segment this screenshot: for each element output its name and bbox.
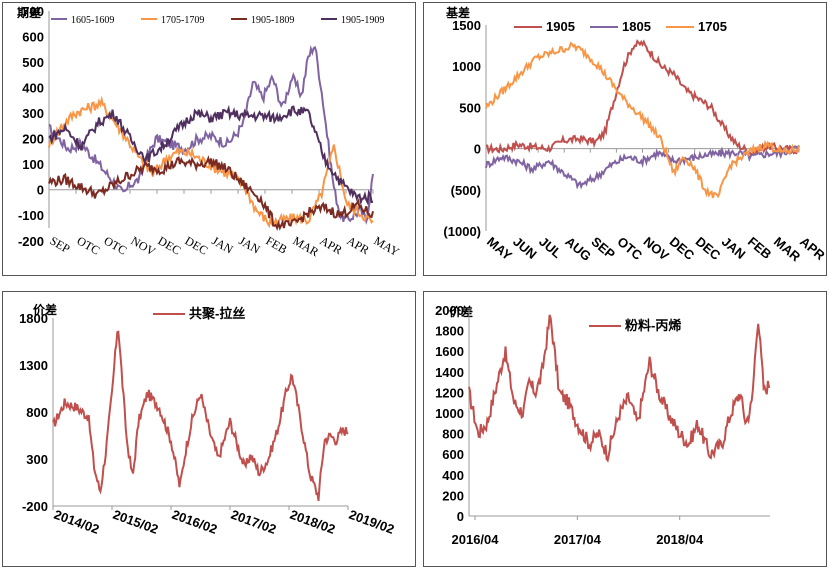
y-tick-label: 0: [457, 509, 464, 524]
y-tick-label: 600: [22, 30, 44, 45]
series-line-1905-1809: [48, 155, 374, 231]
chart-panel-powder-propylene-spread: 价差 2000 1800 1600 1400 1200 1000 800 600 400 200 0 2…: [423, 291, 827, 567]
series-line-1705-1709: [48, 95, 374, 229]
series-line-1905-1909: [48, 104, 374, 206]
y-tick-label: 400: [22, 81, 44, 96]
chart-title: 期差: [17, 5, 41, 20]
x-tick-label: APR: [318, 233, 345, 257]
x-tick-label: 2018/02: [288, 507, 337, 537]
x-tick-label: DEC: [156, 233, 184, 257]
x-tick-label: MAR: [291, 233, 322, 259]
y-tick-label: 1000: [452, 59, 481, 74]
y-tick-label: (1000): [443, 224, 481, 239]
x-tick-label: AUG: [562, 234, 594, 264]
y-tick-label: 700: [22, 4, 44, 19]
x-tick-label: NOV: [129, 233, 159, 258]
legend-label: 1805: [622, 19, 651, 34]
y-tick-label: 600: [442, 447, 464, 462]
x-tick-label: APR: [345, 233, 372, 257]
y-tick-label: 500: [22, 55, 44, 70]
y-tick-label: 300: [22, 106, 44, 121]
legend-label: 1705: [698, 19, 727, 34]
y-tick-label: 1200: [435, 385, 464, 400]
x-tick-label: OTC: [75, 233, 103, 257]
x-tick-label: DEC: [183, 233, 211, 257]
x-tick-label: OTC: [102, 233, 130, 257]
series-line-1605-1609: [48, 44, 374, 225]
legend-label: 1905-1809: [251, 15, 294, 26]
legend-label: 1705-1709: [161, 15, 204, 26]
y-tick-label: 1500: [452, 18, 481, 33]
x-tick-label: APR: [797, 234, 826, 264]
series-line-粉料-丙烯: [468, 314, 771, 463]
x-tick-label: DEC: [667, 234, 698, 264]
y-tick-label: 300: [26, 452, 48, 467]
y-tick-label: -200: [22, 499, 48, 514]
y-tick-label: 1800: [435, 324, 464, 339]
x-tick-label: NOV: [641, 234, 672, 264]
y-tick-label: 1000: [435, 406, 464, 421]
y-tick-label: 0: [474, 142, 481, 157]
y-tick-label: 100: [22, 157, 44, 172]
x-tick-label: 2018/04: [656, 532, 704, 547]
y-tick-label: 1300: [19, 358, 48, 373]
x-tick-label: JUL: [536, 234, 565, 261]
x-tick-label: 2014/02: [52, 507, 101, 537]
x-tick-label: FEB: [264, 233, 290, 256]
x-tick-label: JAN: [719, 234, 749, 262]
x-tick-label: SEP: [48, 233, 73, 256]
x-tick-label: JUN: [510, 234, 540, 262]
x-tick-label: 2017/04: [554, 532, 602, 547]
x-tick-label: 2015/02: [111, 507, 160, 537]
y-tick-label: (500): [451, 183, 481, 198]
y-tick-label: 2000: [435, 303, 464, 318]
chart-panel-period-spread: 期差 700 600 500 400 300 200 100 0 -100 -200 SEP OTC OT…: [2, 2, 416, 276]
chart-title: 价差: [449, 304, 473, 319]
y-tick-label: 200: [22, 132, 44, 147]
x-tick-label: 2016/04: [452, 532, 500, 547]
x-tick-label: FEB: [745, 234, 775, 262]
chart-title: 基差: [445, 5, 470, 20]
x-tick-label: MAY: [372, 233, 403, 259]
y-tick-label: 800: [442, 427, 464, 442]
legend-label: 共聚-拉丝: [189, 306, 245, 321]
chart-panel-basis: 基差 1500 1000 500 0 (500) (1000) MAY JUN JUL AUG SEP…: [423, 2, 827, 276]
x-tick-label: MAY: [484, 234, 515, 264]
y-tick-label: 400: [442, 468, 464, 483]
x-tick-label: 2019/02: [347, 507, 396, 537]
y-tick-label: 500: [459, 100, 481, 115]
y-tick-label: 1600: [435, 344, 464, 359]
x-tick-label: SEP: [588, 234, 618, 262]
legend-label: 粉料-丙烯: [625, 318, 681, 333]
y-tick-label: 800: [26, 405, 48, 420]
x-tick-label: DEC: [693, 234, 724, 264]
x-tick-label: JAN: [210, 233, 236, 256]
y-tick-label: -200: [18, 234, 44, 249]
y-tick-label: -100: [18, 208, 44, 223]
chart-powder-propylene-spread: 价差20001800160014001200100080060040020002…: [435, 303, 771, 547]
y-tick-label: 1400: [435, 365, 464, 380]
x-tick-label: JAN: [237, 233, 263, 256]
y-tick-label: 1800: [19, 311, 48, 326]
y-tick-label: 200: [442, 488, 464, 503]
legend-label: 1605-1609: [71, 15, 114, 26]
chart-title: 价差: [33, 302, 57, 317]
x-tick-label: MAR: [771, 234, 804, 265]
y-tick-label: 0: [37, 183, 44, 198]
series-line-1705: [485, 41, 800, 199]
legend-label: 1905-1909: [341, 15, 384, 26]
x-tick-label: 2017/02: [229, 507, 278, 537]
legend-label: 1905: [546, 19, 575, 34]
x-tick-label: OTC: [614, 234, 645, 264]
series-line-共聚-拉丝: [52, 330, 349, 502]
x-tick-label: 2016/02: [170, 507, 219, 537]
chart-panel-copolymer-wire-spread: 价差 1800 1300 800 300 -200 2014/02 2015/02 2016/0…: [2, 291, 416, 567]
